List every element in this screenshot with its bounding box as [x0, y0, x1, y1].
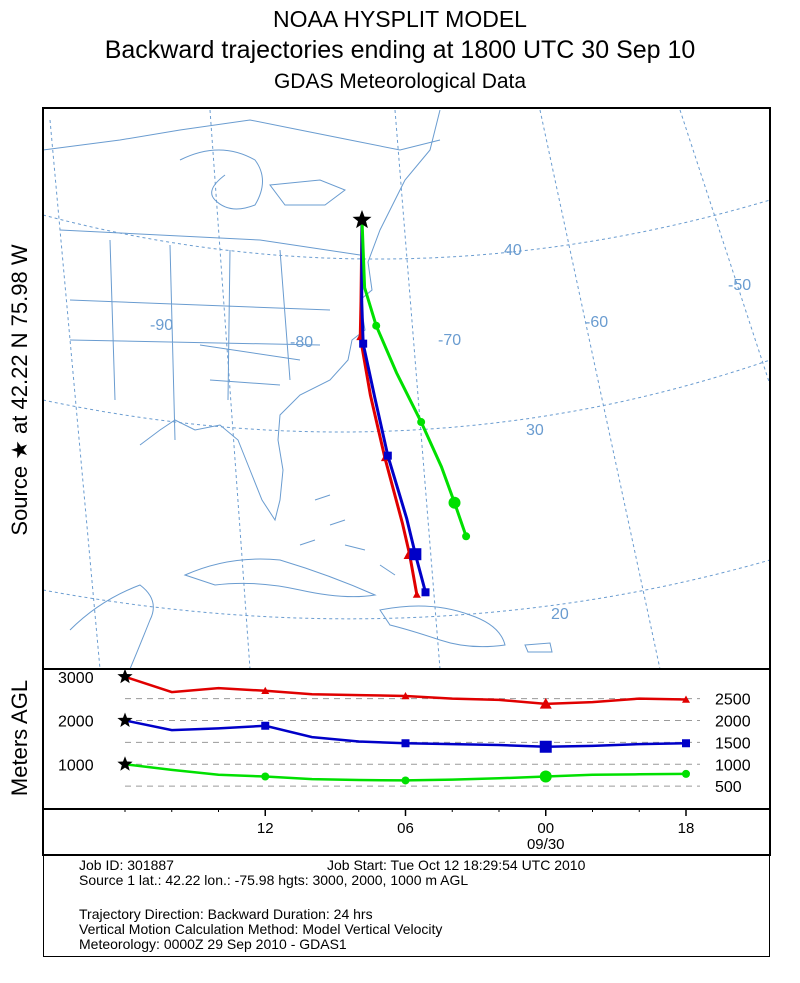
state-borders: [59, 229, 361, 441]
trajectory-layer: [356, 219, 471, 598]
cuba-island: [183, 558, 377, 598]
lon-label-80: -80: [290, 334, 313, 351]
height-panel-frame: [42, 668, 771, 810]
start-star-icon: [117, 668, 133, 684]
title-line-2: Backward trajectories ending at 1800 UTC…: [104, 36, 696, 64]
title-line-1: NOAA HYSPLIT MODEL: [273, 6, 527, 32]
map-frame: [42, 107, 771, 670]
source-info: Source 1 lat.: 42.22 lon.: -75.98 hgts: …: [79, 872, 469, 888]
time-tick-label: 00: [537, 820, 554, 837]
meridian-60: [539, 109, 661, 669]
trajectory-marker-1000: [417, 418, 426, 427]
left-height-tick: 3000: [58, 670, 94, 687]
height-marker-2000: [539, 740, 552, 753]
meridian-50: [679, 109, 770, 387]
meteorology-source: Meteorology: 0000Z 29 Sep 2010 - GDAS1: [79, 936, 347, 952]
lon-label-50: -50: [728, 277, 751, 294]
yucatan-peninsula: [69, 584, 154, 669]
start-star-icon: [117, 712, 133, 727]
trajectory-line-3000: [358, 219, 419, 595]
job-info-box: Job ID: 301887 Job Start: Tue Oct 12 18:…: [43, 855, 770, 957]
height-marker-2000: [401, 739, 410, 748]
height-marker-2000: [682, 739, 690, 748]
height-marker-1000: [539, 770, 552, 783]
title-line-3: GDAS Meteorological Data: [273, 70, 527, 93]
lon-label-90: -90: [150, 317, 173, 334]
right-height-tick: 500: [715, 779, 742, 796]
right-height-tick: 1000: [715, 757, 751, 774]
bahamas-islands: [299, 494, 396, 576]
start-star-icon: [117, 756, 133, 771]
trajectory-marker-1000: [372, 321, 381, 330]
height-marker-1000: [261, 772, 270, 781]
meridian-70: [394, 109, 441, 669]
basemap: [43, 109, 770, 669]
height-marker-1000: [682, 769, 690, 778]
right-height-tick: 1500: [715, 735, 751, 752]
parallel-40: [43, 199, 770, 260]
trajectory-marker-1000: [448, 496, 461, 509]
trajectory-marker-1000: [462, 532, 471, 541]
left-height-tick: 2000: [58, 714, 94, 731]
time-tick-label: 18: [678, 820, 695, 837]
lon-label-60: -60: [585, 314, 608, 331]
great-lakes: [179, 149, 347, 210]
lon-label-70: -70: [438, 332, 461, 349]
trajectory-marker-2000: [409, 548, 422, 561]
height-panel-layer: 2500 2000 1500 1000 500 3000 2000 1000 12 06 00 18 0…: [58, 668, 751, 853]
time-tick-label: 12: [257, 820, 274, 837]
trajectory-direction: Trajectory Direction: Backward Duration:…: [79, 906, 373, 922]
height-marker-3000: [401, 692, 410, 700]
right-height-tick: 2500: [715, 692, 751, 709]
height-marker-3000: [539, 697, 552, 709]
time-tick-label: 06: [397, 820, 414, 837]
us-east-coast: [139, 109, 441, 522]
hispaniola-island: [379, 605, 506, 648]
parallel-20: [43, 559, 770, 620]
right-height-tick: 2000: [715, 714, 751, 731]
parallel-30: [43, 359, 770, 433]
trajectory-marker-2000: [359, 339, 368, 348]
trajectory-marker-2000: [383, 451, 392, 460]
trajectory-line-2000: [360, 219, 427, 593]
trajectory-line-1000: [360, 219, 468, 537]
time-axis-frame: [42, 808, 771, 856]
height-marker-3000: [261, 686, 270, 694]
meridian-90: [49, 119, 101, 669]
height-marker-1000: [401, 776, 410, 785]
puerto-rico-island: [524, 642, 553, 653]
job-start: Job Start: Tue Oct 12 18:29:54 UTC 2010: [327, 857, 586, 873]
source-star-icon: [352, 210, 372, 229]
height-series-line-3000: [124, 675, 687, 706]
lat-label-20: 20: [551, 606, 569, 623]
height-marker-2000: [261, 721, 270, 730]
left-height-tick: 1000: [58, 757, 94, 774]
lat-label-40: 40: [504, 242, 522, 259]
trajectory-marker-2000: [421, 588, 430, 597]
height-marker-3000: [682, 695, 690, 703]
canada-border: [43, 119, 441, 151]
trajectory-marker-3000: [412, 590, 421, 598]
date-label: 09/30: [527, 836, 565, 853]
vertical-motion-method: Vertical Motion Calculation Method: Mode…: [79, 921, 443, 937]
lat-label-30: 30: [526, 422, 544, 439]
job-id: Job ID: 301887: [79, 857, 174, 873]
